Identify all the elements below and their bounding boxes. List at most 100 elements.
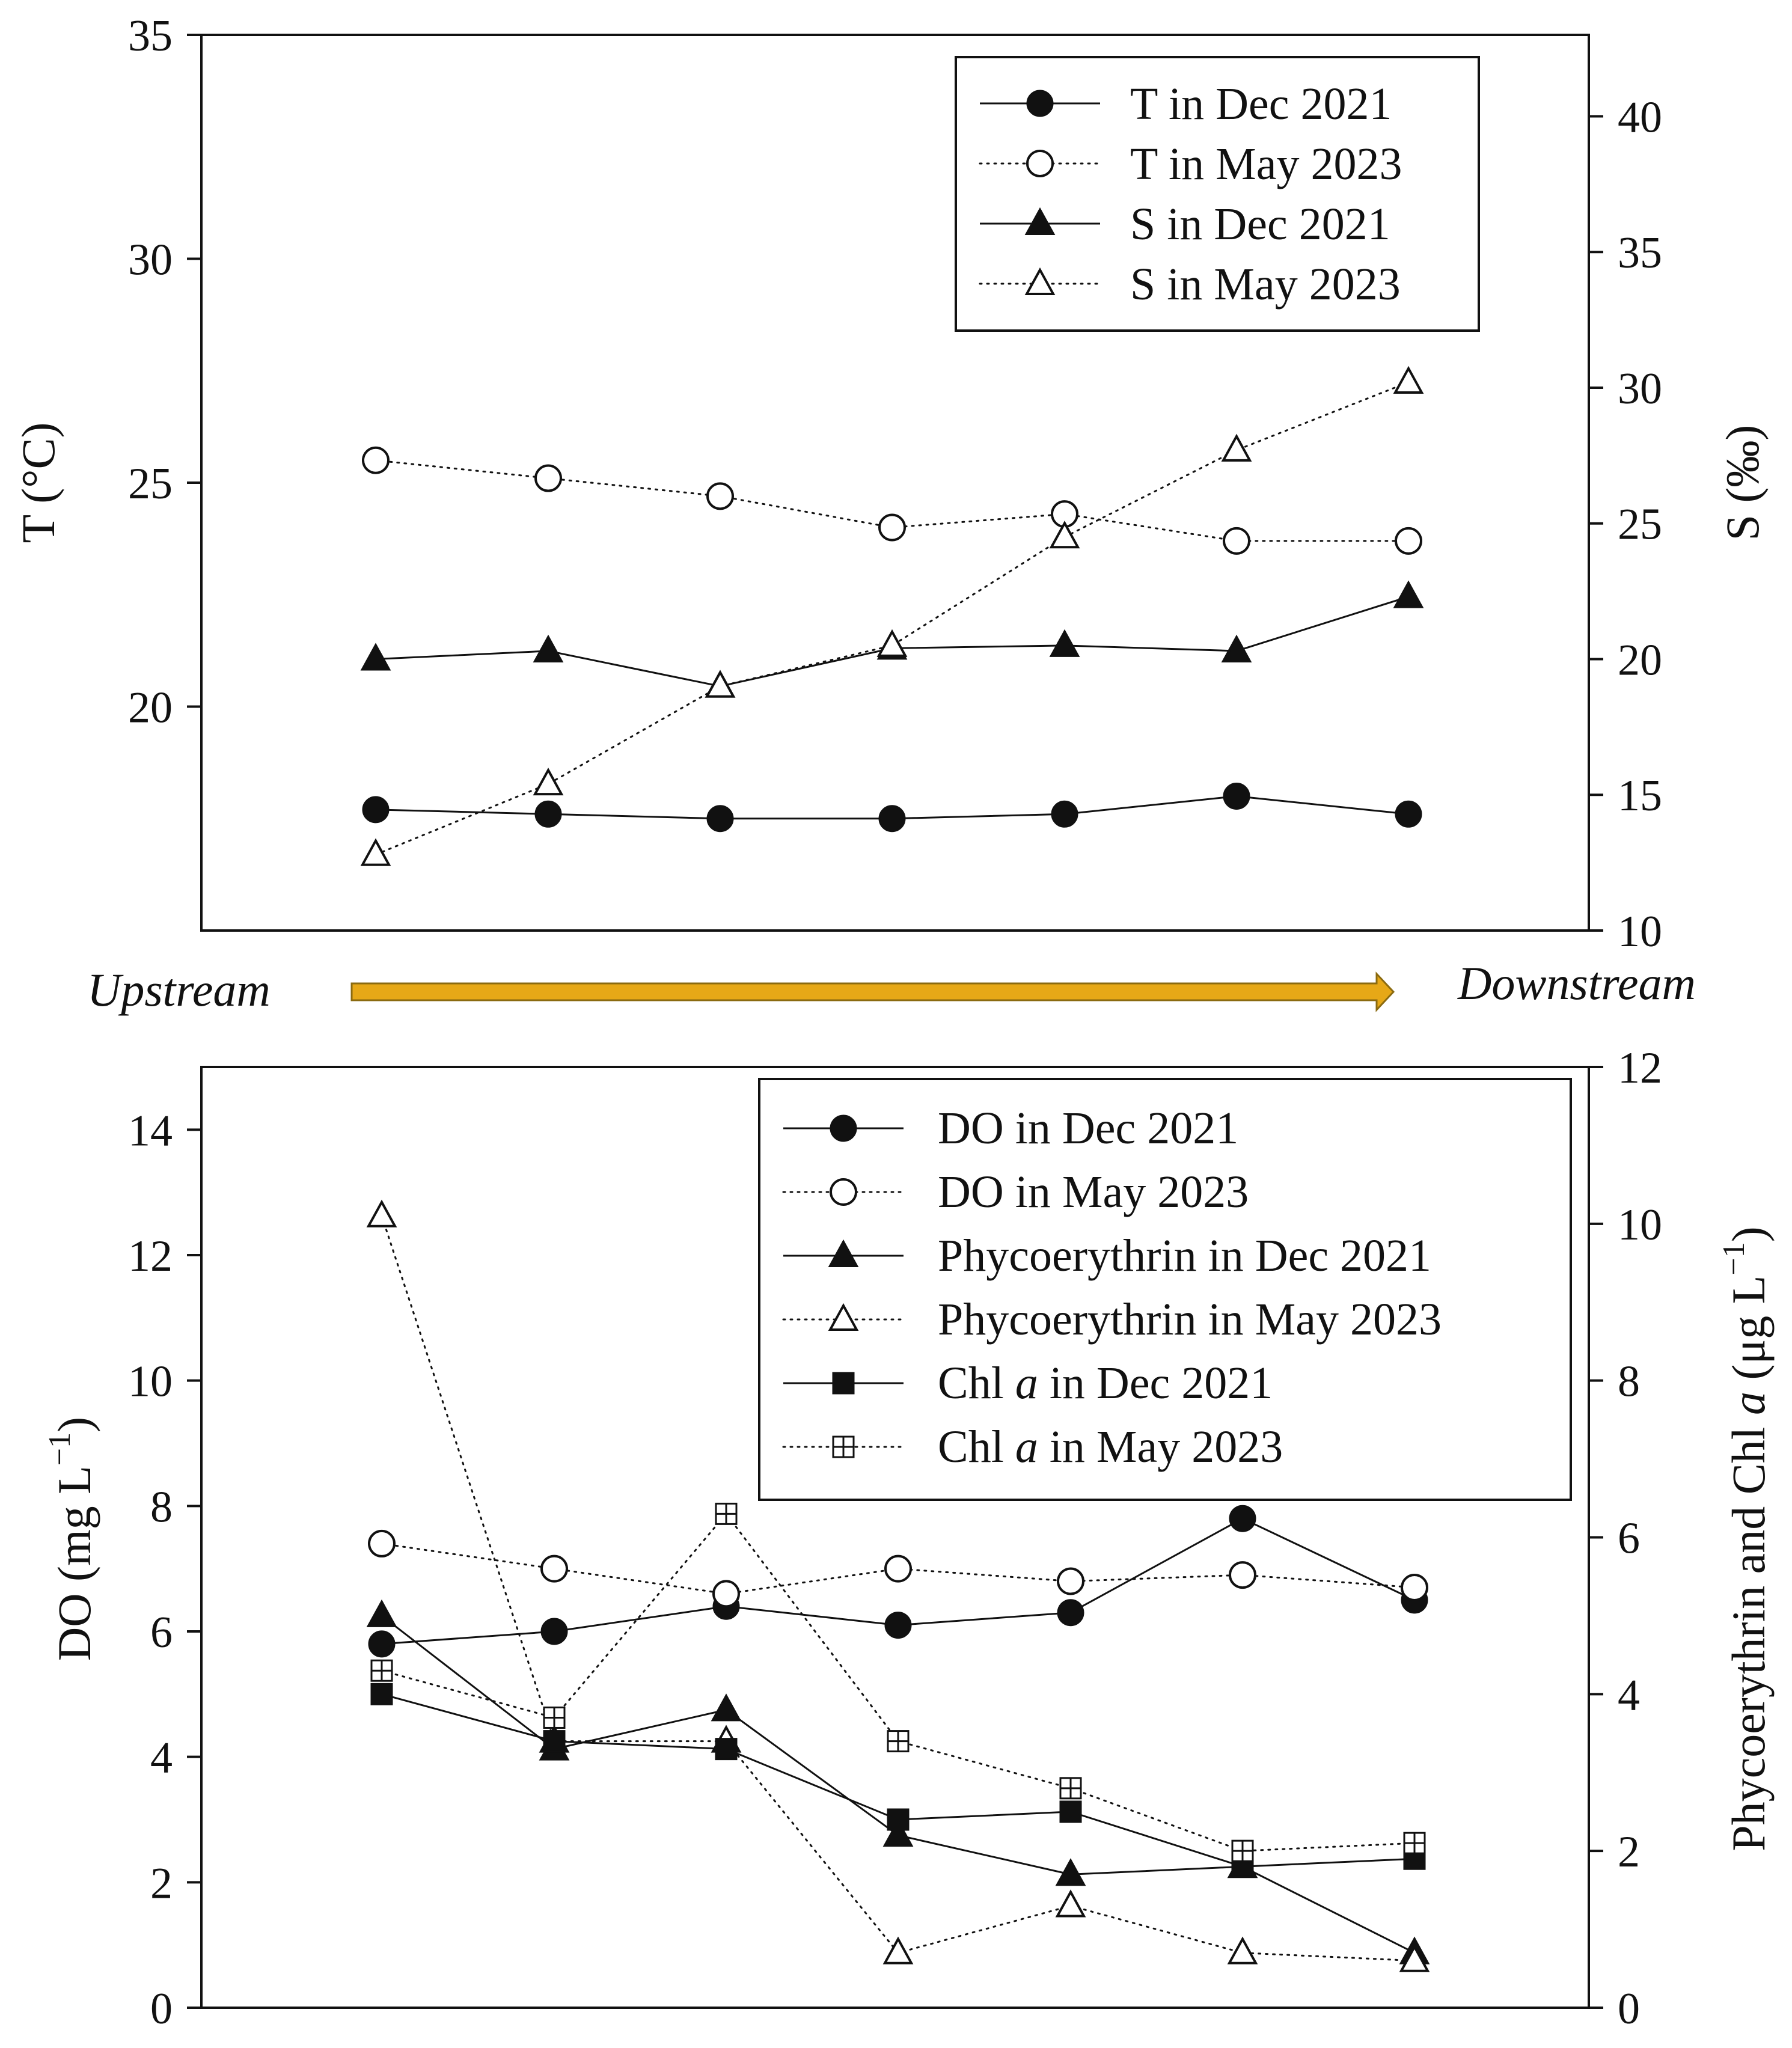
data-point xyxy=(362,796,390,824)
data-point xyxy=(711,1693,742,1722)
data-point xyxy=(878,513,906,542)
data-point xyxy=(543,1706,566,1729)
data-point xyxy=(360,838,391,866)
legend-marker xyxy=(1024,267,1056,295)
top-series-lines xyxy=(375,381,1410,856)
right-tick-label: 10 xyxy=(1618,1200,1662,1250)
legend-entry-do-dec-2021: DO in Dec 2021 xyxy=(783,1103,1238,1154)
data-point xyxy=(1057,1567,1084,1595)
left-tick-label: 12 xyxy=(128,1232,173,1281)
bottom-legend: DO in Dec 2021 DO in May 2023 Phycoeryth… xyxy=(758,1078,1572,1501)
legend-symbol xyxy=(828,1303,859,1331)
legend-marker xyxy=(830,1178,857,1206)
right-tick-label: 20 xyxy=(1618,635,1662,685)
data-point xyxy=(715,1738,738,1761)
legend-entry-t-dec-2021: T in Dec 2021 xyxy=(980,79,1392,129)
data-point xyxy=(1393,580,1424,608)
data-point xyxy=(882,1936,914,1964)
top-legend: T in Dec 2021 T in May 2023 S in Dec 202… xyxy=(955,56,1480,332)
data-point xyxy=(1055,1889,1086,1918)
right-tick-label: 12 xyxy=(1618,1044,1662,1093)
bottom-right-axis-label: Phycoerythrin and Chl a (μg L−1) xyxy=(1717,1226,1775,1851)
legend-entry-chl-a-dec-2021: Chl a in Dec 2021 xyxy=(783,1358,1273,1408)
data-point xyxy=(366,1199,397,1227)
data-point xyxy=(362,446,390,474)
data-point xyxy=(368,1529,396,1557)
data-point xyxy=(540,1618,568,1645)
top-panel: 20 25 30 35 10 15 20 25 30 35 40 T (°C) S (‰) T i… xyxy=(12,11,1769,956)
data-point xyxy=(887,1730,910,1753)
legend-label: T in May 2023 xyxy=(1130,139,1402,189)
right-tick-label: 15 xyxy=(1618,771,1662,821)
legend-marker xyxy=(1024,207,1056,235)
downstream-label: Downstream xyxy=(1457,957,1696,1009)
left-tick-label: 0 xyxy=(150,1984,173,2034)
top-right-axis-label: S (‰) xyxy=(1716,425,1769,541)
top-right-axis: 10 15 20 25 30 35 40 xyxy=(1589,93,1662,956)
data-point xyxy=(1059,1800,1082,1823)
legend-symbol xyxy=(1024,267,1056,295)
data-point xyxy=(882,1818,914,1847)
left-tick-label: 6 xyxy=(150,1608,173,1657)
top-left-axis: 20 25 30 35 xyxy=(128,11,201,733)
data-point xyxy=(706,482,734,510)
data-point xyxy=(540,1554,568,1583)
right-tick-label: 10 xyxy=(1618,907,1662,956)
bottom-left-axis: 0 2 4 6 8 10 12 14 xyxy=(128,1106,201,2034)
data-point xyxy=(706,805,734,833)
legend-marker xyxy=(828,1303,859,1331)
legend-label: Chl a in May 2023 xyxy=(938,1422,1283,1472)
legend-symbol xyxy=(828,1239,859,1267)
data-point xyxy=(1231,1839,1254,1862)
data-point xyxy=(1049,521,1080,549)
legend-marker xyxy=(832,1372,855,1395)
legend-marker xyxy=(832,1435,855,1458)
data-point xyxy=(1051,800,1078,828)
data-point xyxy=(1395,527,1422,555)
legend-label: S in Dec 2021 xyxy=(1130,199,1390,249)
data-point xyxy=(1399,1944,1430,1972)
right-tick-label: 0 xyxy=(1618,1984,1640,2034)
data-point xyxy=(534,464,562,492)
legend-entry-t-may-2023: T in May 2023 xyxy=(979,139,1402,189)
legend-marker xyxy=(1026,90,1054,117)
data-point xyxy=(534,800,562,828)
left-tick-label: 10 xyxy=(128,1357,173,1407)
right-tick-label: 25 xyxy=(1618,500,1662,549)
data-point xyxy=(366,1599,397,1627)
right-tick-label: 40 xyxy=(1618,93,1662,142)
legend-label: T in Dec 2021 xyxy=(1130,79,1392,129)
data-point xyxy=(1057,1599,1084,1627)
data-point xyxy=(1393,365,1424,394)
legend-label: Chl a in Dec 2021 xyxy=(938,1358,1273,1408)
legend-entry-s-may-2023: S in May 2023 xyxy=(979,259,1401,310)
data-point xyxy=(884,1554,912,1583)
legend-label: S in May 2023 xyxy=(1130,259,1401,310)
series-line-3 xyxy=(375,381,1410,856)
legend-label: DO in May 2023 xyxy=(938,1167,1249,1217)
legend-label: DO in Dec 2021 xyxy=(938,1103,1238,1154)
bottom-panel: 0 2 4 6 8 10 12 14 0 2 4 6 8 10 12 DO (mg L−1) Phycoe… xyxy=(43,1044,1775,2034)
data-point xyxy=(887,1808,910,1831)
data-point xyxy=(1403,1832,1426,1854)
data-point xyxy=(543,1730,566,1753)
legend-symbol xyxy=(1026,90,1054,117)
data-point xyxy=(1401,1573,1428,1601)
data-point xyxy=(884,1612,912,1639)
data-point xyxy=(370,1683,393,1705)
legend-marker xyxy=(828,1239,859,1267)
data-point xyxy=(705,670,736,698)
left-tick-label: 2 xyxy=(150,1859,173,1908)
data-point xyxy=(1229,1561,1256,1589)
legend-symbol xyxy=(1024,207,1056,235)
data-point xyxy=(715,1502,738,1525)
data-point xyxy=(1049,629,1080,657)
series-line-2 xyxy=(381,1615,1415,1954)
data-point xyxy=(1229,1505,1256,1532)
legend-symbol xyxy=(832,1435,855,1458)
data-point xyxy=(1395,800,1422,828)
data-point xyxy=(360,643,391,671)
legend-entry-do-may-2023: DO in May 2023 xyxy=(782,1167,1249,1217)
top-series-markers xyxy=(360,365,1424,866)
